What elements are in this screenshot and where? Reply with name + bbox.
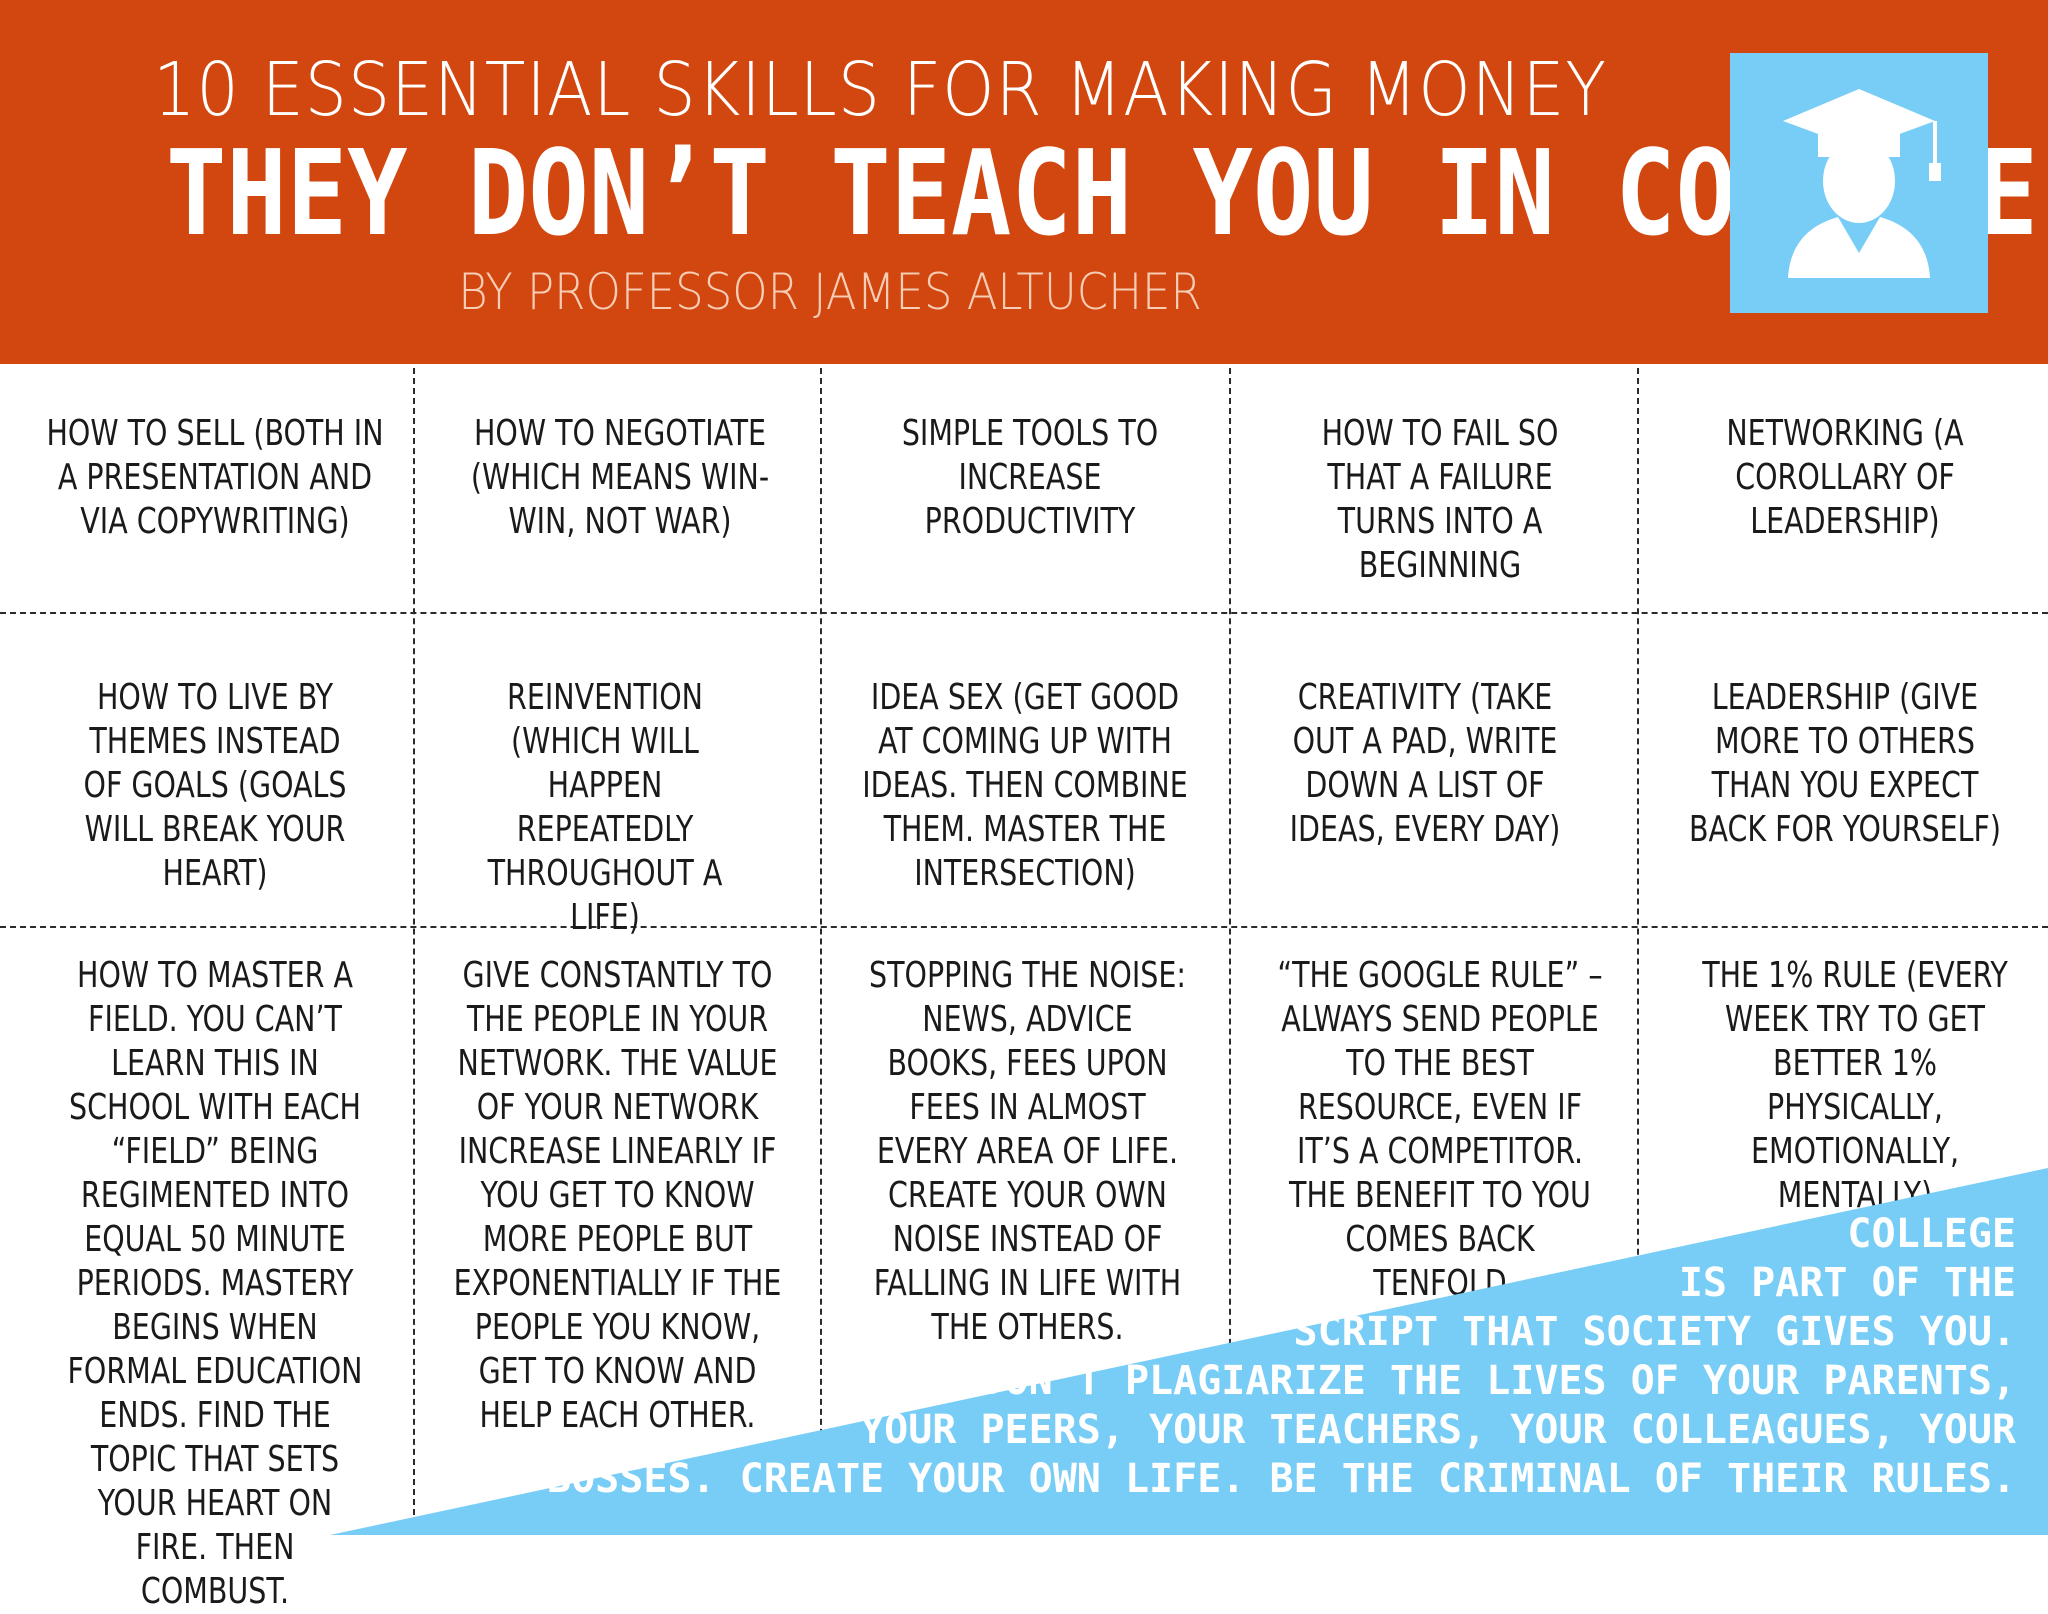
skill-text: HOW TO FAIL SO THAT A FAILURE TURNS INTO… bbox=[1321, 413, 1559, 586]
skill-cell: IDEA SEX (GET GOOD AT COMING UP WITH IDE… bbox=[830, 676, 1220, 896]
skill-cell: HOW TO MASTER A FIELD. YOU CAN’T LEARN T… bbox=[40, 954, 390, 1614]
skill-text: SIMPLE TOOLS TO INCREASE PRODUCTIVITY bbox=[901, 413, 1159, 542]
banner-line: YOUR PEERS, YOUR TEACHERS, YOUR COLLEAGU… bbox=[860, 1407, 2016, 1453]
skill-text: HOW TO LIVE BY THEMES INSTEAD OF GOALS (… bbox=[83, 677, 347, 894]
banner-line: IS PART OF THE bbox=[1678, 1260, 2016, 1306]
graduate-icon bbox=[1783, 89, 1941, 278]
skill-text: REINVENTION (WHICH WILL HAPPEN REPEATEDL… bbox=[487, 677, 723, 938]
skill-cell: LEADERSHIP (GIVE MORE TO OTHERS THAN YOU… bbox=[1660, 676, 2030, 852]
skill-text: LEADERSHIP (GIVE MORE TO OTHERS THAN YOU… bbox=[1688, 677, 2002, 850]
skill-cell: SIMPLE TOOLS TO INCREASE PRODUCTIVITY bbox=[880, 412, 1180, 544]
banner-line: BOSSES. CREATE YOUR OWN LIFE. BE THE CRI… bbox=[546, 1456, 2016, 1502]
grid-divider bbox=[413, 368, 415, 1535]
banner-line: COLLEGE bbox=[1847, 1211, 2016, 1257]
skill-cell: HOW TO NEGOTIATE (WHICH MEANS WIN-WIN, N… bbox=[430, 412, 810, 544]
logo-box bbox=[1730, 53, 1988, 313]
skill-cell: HOW TO FAIL SO THAT A FAILURE TURNS INTO… bbox=[1260, 412, 1620, 588]
skill-text: HOW TO SELL (BOTH IN A PRESENTATION AND … bbox=[46, 413, 384, 542]
skill-text: CREATIVITY (TAKE OUT A PAD, WRITE DOWN A… bbox=[1289, 677, 1561, 850]
grid-divider bbox=[0, 926, 2048, 928]
banner-line: SCRIPT THAT SOCIETY GIVES YOU. bbox=[1293, 1309, 2016, 1355]
skill-text: HOW TO MASTER A FIELD. YOU CAN’T LEARN T… bbox=[67, 955, 363, 1612]
grid-divider bbox=[820, 368, 822, 1535]
skill-cell: THE 1% RULE (EVERY WEEK TRY TO GET BETTE… bbox=[1665, 954, 2045, 1218]
grid-divider bbox=[0, 612, 2048, 614]
title-line-2: THEY DON’T TEACH YOU IN COLLEGE bbox=[166, 124, 2038, 262]
title-line-1: 10 ESSENTIAL SKILLS FOR MAKING MONEY bbox=[153, 47, 1607, 133]
skill-cell: HOW TO SELL (BOTH IN A PRESENTATION AND … bbox=[20, 412, 410, 544]
skill-cell: REINVENTION (WHICH WILL HAPPEN REPEATEDL… bbox=[440, 676, 770, 940]
byline: BY PROFESSOR JAMES ALTUCHER bbox=[458, 263, 1202, 321]
skill-cell: CREATIVITY (TAKE OUT A PAD, WRITE DOWN A… bbox=[1270, 676, 1580, 852]
header-banner: 10 ESSENTIAL SKILLS FOR MAKING MONEY THE… bbox=[0, 0, 2048, 364]
grid-divider bbox=[1229, 368, 1231, 1535]
skill-text: NETWORKING (A COROLLARY OF LEADERSHIP) bbox=[1726, 413, 1964, 542]
banner-line: DON’T PLAGIARIZE THE LIVES OF YOUR PAREN… bbox=[980, 1358, 2016, 1404]
skill-text: HOW TO NEGOTIATE (WHICH MEANS WIN-WIN, N… bbox=[470, 413, 770, 542]
skill-text: THE 1% RULE (EVERY WEEK TRY TO GET BETTE… bbox=[1702, 955, 2008, 1216]
banner-quote: COLLEGE IS PART OF THE SCRIPT THAT SOCIE… bbox=[516, 1210, 2016, 1504]
grid-divider bbox=[1637, 368, 1639, 1535]
skill-cell: NETWORKING (A COROLLARY OF LEADERSHIP) bbox=[1680, 412, 2010, 544]
skill-text: IDEA SEX (GET GOOD AT COMING UP WITH IDE… bbox=[862, 677, 1188, 894]
skill-cell: HOW TO LIVE BY THEMES INSTEAD OF GOALS (… bbox=[50, 676, 380, 896]
